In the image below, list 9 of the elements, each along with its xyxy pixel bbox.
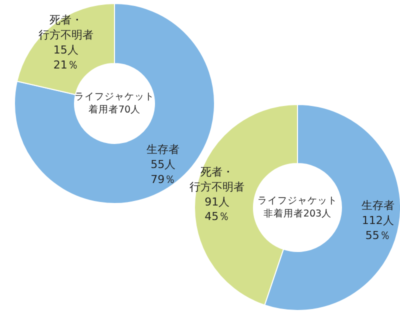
data-label: 15人 21％	[53, 43, 78, 72]
slice-label: 生存者	[146, 143, 180, 156]
slice-label: 死者・行方不明者	[190, 165, 245, 194]
data-label: 112人 55％	[362, 214, 394, 242]
data-label: 55人 79％	[150, 158, 176, 186]
data-label: 91人 45％	[204, 195, 230, 224]
slice-label: 生存者	[361, 199, 394, 212]
text: ライフジャケット着用者70人	[74, 91, 154, 116]
text: ライフジャケット非着用者203人	[258, 195, 338, 220]
